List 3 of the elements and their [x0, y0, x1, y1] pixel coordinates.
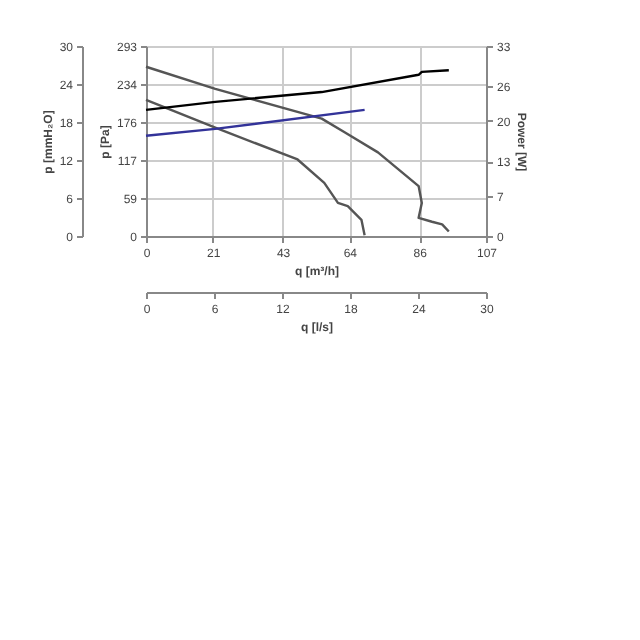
- line-series: [144, 68, 451, 112]
- line-series: [144, 65, 451, 233]
- line-series: [144, 98, 366, 237]
